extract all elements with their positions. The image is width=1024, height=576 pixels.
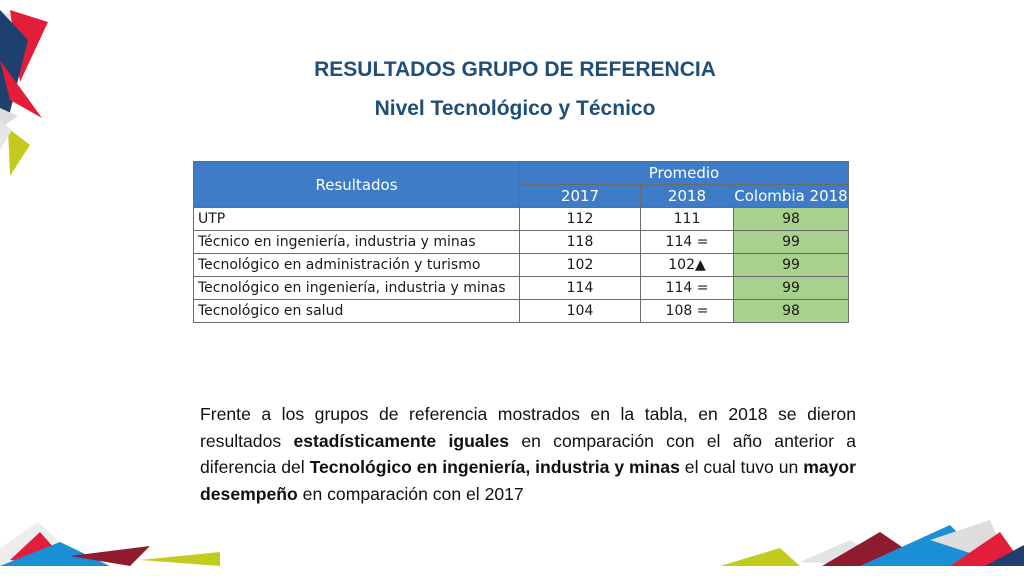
table-row: Tecnológico en administración y turismo …	[193, 253, 849, 277]
row-2018: 108 =	[640, 299, 734, 323]
paragraph-bold-text: estadísticamente iguales	[293, 430, 510, 451]
table-subheader-row: 2017 2018 Colombia 2018	[194, 184, 849, 208]
row-2018: 114 =	[640, 276, 734, 300]
table-header-row: Resultados Promedio	[193, 161, 849, 208]
paragraph-bold-text: mayor desempeño	[200, 457, 857, 504]
header-results: Resultados	[193, 161, 520, 208]
deco-olive-shape	[8, 128, 30, 176]
deco-navy-shape	[0, 10, 28, 120]
row-colombia: 99	[733, 230, 849, 254]
row-2017: 104	[519, 299, 641, 323]
row-2017: 114	[519, 276, 641, 300]
row-2017: 112	[519, 207, 641, 231]
table-row: UTP 112 111 98	[193, 207, 849, 231]
row-colombia: 99	[733, 276, 849, 300]
row-colombia: 99	[733, 253, 849, 277]
row-name: Tecnológico en ingeniería, industria y m…	[193, 276, 520, 300]
deco-blue-shape	[0, 542, 110, 566]
header-2018: 2018	[640, 184, 734, 208]
row-colombia: 98	[733, 207, 849, 231]
row-2017: 118	[519, 230, 641, 254]
table-row: Tecnológico en ingeniería, industria y m…	[193, 276, 849, 300]
row-name: Tecnológico en salud	[193, 299, 520, 323]
header-colombia-2018: Colombia 2018	[733, 184, 849, 208]
table-row: Técnico en ingeniería, industria y minas…	[193, 230, 849, 254]
row-name: Tecnológico en administración y turismo	[193, 253, 520, 277]
paragraph-text: en comparación con el año anterior a dif…	[200, 430, 856, 478]
results-table: Resultados Promedio 2017 2018 Colombia 2…	[193, 161, 849, 323]
row-2018: 111	[640, 207, 734, 231]
deco-maroon-shape	[70, 546, 150, 566]
paragraph-text: Frente a los grupos de referencia mostra…	[200, 404, 856, 451]
paragraph-text: en comparación con el 2017	[297, 483, 524, 504]
summary-paragraph: Frente a los grupos de referencia mostra…	[200, 401, 856, 507]
row-colombia: 98	[733, 299, 849, 323]
row-2018: 114 =	[640, 230, 734, 254]
row-2017: 102	[519, 253, 641, 277]
page-title: RESULTADOS GRUPO DE REFERENCIA	[314, 58, 716, 81]
paragraph-text: el cual tuvo un	[679, 457, 804, 477]
table-row: Tecnológico en salud 104 108 = 98	[193, 299, 849, 323]
paragraph-bold-text: Tecnológico en ingeniería, industria y m…	[309, 457, 680, 477]
header-promedio: Promedio	[519, 161, 849, 185]
row-name: Técnico en ingeniería, industria y minas	[193, 230, 520, 254]
row-2018: 102▲	[640, 253, 734, 277]
header-2017: 2017	[519, 184, 641, 208]
page-subtitle: Nivel Tecnológico y Técnico	[374, 97, 656, 120]
row-name: UTP	[193, 207, 520, 231]
